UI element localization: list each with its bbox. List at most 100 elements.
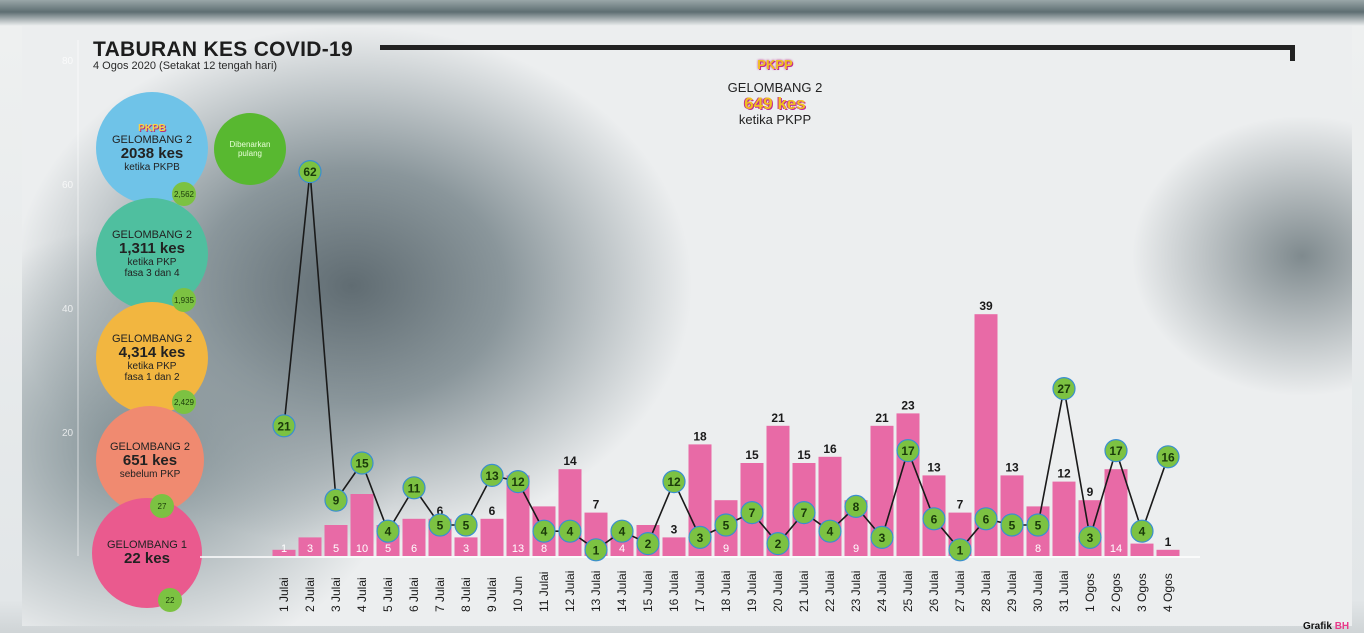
recovered-marker	[948, 538, 972, 562]
recovered-marker	[324, 488, 348, 512]
credit-brand: BH	[1334, 621, 1350, 632]
bar	[480, 518, 504, 556]
recovered-value-label: 4	[567, 525, 574, 539]
recovered-value-label: 4	[1139, 525, 1146, 539]
chart-title: TABURAN KES COVID-19	[93, 38, 353, 61]
phase-recovered-badge: 27	[150, 494, 174, 518]
pkpp-wave: GELOMBANG 2	[727, 80, 823, 95]
recovered-marker	[584, 538, 608, 562]
pkpp-annotation: PKPP GELOMBANG 2 649 kes ketika PKPP	[700, 57, 850, 127]
bar	[558, 469, 582, 556]
recovered-value-label: 4	[541, 525, 548, 539]
x-tick-label: 26 Julai	[927, 571, 941, 612]
recovered-value-label: 7	[749, 506, 756, 520]
recovered-value-label: 17	[1109, 444, 1123, 458]
recovered-value-label: 5	[723, 519, 730, 533]
recovered-value-label: 2	[775, 537, 782, 551]
bar-value-label: 5	[385, 543, 391, 555]
x-tick-label: 2 Ogos	[1109, 573, 1123, 612]
recovered-value-label: 21	[277, 419, 291, 433]
bar-value-label: 13	[512, 543, 524, 555]
x-tick-label: 30 Julai	[1031, 571, 1045, 612]
recovered-marker	[792, 500, 816, 525]
phase-recovered-badge: 2,562	[172, 182, 196, 206]
recovered-marker	[1130, 519, 1154, 543]
bar	[974, 314, 998, 556]
pkpp-note: ketika PKPP	[738, 112, 812, 127]
bar-value-label: 1	[281, 543, 287, 555]
bar-value-label: 23	[901, 398, 915, 412]
x-tick-label: 1 Ogos	[1083, 573, 1097, 612]
x-tick-label: 4 Ogos	[1161, 573, 1175, 612]
pkpp-label: PKPP	[757, 57, 793, 72]
x-tick-label: 28 Julai	[979, 571, 993, 612]
x-tick-label: 8 Julai	[459, 577, 473, 612]
recovered-value-label: 9	[333, 494, 340, 508]
recovered-marker	[688, 525, 712, 550]
x-tick-label: 16 Julai	[667, 571, 681, 612]
phase-pkpb-circle: PKPB GELOMBANG 2 2038 kes ketika PKPB	[96, 92, 208, 204]
bar	[324, 525, 348, 556]
x-tick-label: 15 Julai	[641, 571, 655, 612]
recovered-marker	[402, 476, 426, 500]
bar-value-label: 6	[437, 504, 444, 518]
bar-value-label: 18	[693, 429, 707, 443]
bar	[506, 475, 530, 556]
bar	[1052, 481, 1076, 556]
recovered-marker	[636, 531, 660, 556]
phase-wave: GELOMBANG 2	[111, 229, 193, 241]
x-tick-label: 2 Julai	[303, 577, 317, 612]
bar-value-label: 21	[875, 411, 889, 425]
phase-recovered-badge: 22	[158, 588, 182, 612]
phase-wave: GELOMBANG 1	[106, 539, 188, 551]
recovered-value-label: 3	[879, 531, 886, 545]
recovered-marker	[714, 513, 738, 537]
recovered-value-label: 8	[853, 500, 860, 514]
title-rule	[380, 45, 1295, 50]
phase-recovered-badge: 2,429	[172, 390, 196, 414]
recovered-marker	[350, 451, 374, 475]
bar-value-label: 13	[927, 460, 941, 474]
bar-value-label: 7	[957, 498, 964, 512]
phase-wave: GELOMBANG 2	[111, 333, 193, 345]
bar-value-label: 39	[979, 299, 993, 313]
phase-note: sebelum PKP	[119, 468, 181, 480]
bar	[766, 425, 790, 556]
recovered-value-label: 7	[801, 506, 808, 520]
recovered-value-label: 12	[667, 475, 681, 489]
recovered-value-label: 5	[1009, 519, 1016, 533]
recovered-marker	[428, 513, 452, 537]
x-tick-label: 4 Julai	[355, 577, 369, 612]
recovered-value-label: 3	[1087, 531, 1094, 545]
recovered-value-label: 13	[485, 469, 499, 483]
bar-value-label: 9	[853, 543, 859, 555]
bar-value-label: 21	[771, 411, 785, 425]
recovered-marker	[844, 494, 868, 518]
phase-cases: 2038 kes	[120, 145, 184, 162]
phase-cases: 651 kes	[122, 451, 178, 469]
x-tick-label: 25 Julai	[901, 571, 915, 612]
recovered-value-label: 1	[593, 543, 600, 557]
phase-cases: 4,314 kes	[118, 344, 186, 361]
recovered-value-label: 15	[355, 457, 369, 471]
x-tick-label: 27 Julai	[953, 571, 967, 612]
x-tick-label: 9 Julai	[485, 577, 499, 612]
bar-value-label: 4	[619, 543, 625, 555]
legend-recovered: Dibenarkan pulang	[214, 113, 286, 185]
x-tick-label: 10 Jun	[511, 576, 525, 612]
recovered-value-label: 6	[931, 512, 938, 526]
bar-value-label: 8	[541, 543, 547, 555]
bar-value-label: 9	[1087, 485, 1094, 499]
recovered-value-label: 4	[827, 525, 834, 539]
bar-value-label: 14	[563, 454, 577, 468]
phase-wave: GELOMBANG 2	[111, 134, 193, 146]
recovered-marker	[662, 470, 686, 494]
recovered-marker	[870, 525, 894, 550]
bar	[454, 537, 478, 556]
bar-value-label: 6	[489, 504, 496, 518]
bar-value-label: 13	[1005, 460, 1019, 474]
x-tick-label: 7 Julai	[433, 577, 447, 612]
recovered-marker	[974, 507, 998, 531]
recovered-marker	[272, 414, 296, 438]
